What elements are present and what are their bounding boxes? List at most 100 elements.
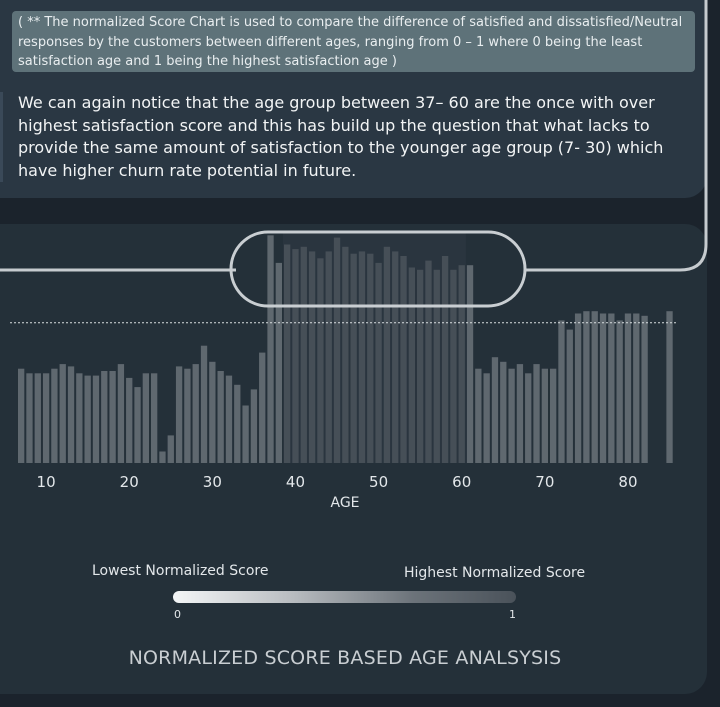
bar-age-50[interactable] (375, 262, 382, 463)
bar-age-64[interactable] (491, 357, 499, 463)
bar-age-14[interactable] (76, 373, 83, 463)
bar-age-48[interactable] (358, 251, 366, 463)
legend-high-label: Highest Normalized Score (404, 565, 586, 581)
bar-age-8[interactable] (26, 373, 33, 463)
bar-age-56[interactable] (425, 260, 432, 463)
bar-age-10[interactable] (42, 373, 50, 463)
bar-age-58[interactable] (441, 256, 449, 463)
bar-age-85[interactable] (666, 311, 673, 463)
bar-age-78[interactable] (608, 313, 615, 464)
bar-age-70[interactable] (541, 368, 549, 463)
x-tick-label: 50 (369, 473, 388, 491)
bar-age-12[interactable] (59, 364, 66, 463)
bar-age-45[interactable] (333, 237, 341, 463)
bar-age-24[interactable] (159, 451, 166, 464)
card-accent (0, 92, 3, 182)
bar-age-60[interactable] (458, 265, 465, 463)
bar-age-30[interactable] (209, 361, 216, 463)
x-axis-label: AGE (330, 495, 360, 511)
bar-age-63[interactable] (483, 373, 490, 463)
bar-age-68[interactable] (525, 373, 532, 463)
bar-age-22[interactable] (142, 373, 150, 463)
bar-age-31[interactable] (217, 371, 224, 463)
bar-age-69[interactable] (533, 364, 540, 463)
bar-age-34[interactable] (242, 405, 249, 464)
bar-age-75[interactable] (583, 311, 590, 463)
x-tick-label: 10 (37, 473, 56, 491)
bar-age-55[interactable] (416, 269, 424, 463)
x-tick-label: 40 (286, 473, 305, 491)
bar-age-81[interactable] (633, 313, 640, 464)
bars-group (17, 235, 673, 464)
bar-age-44[interactable] (325, 251, 332, 463)
x-tick-label: 60 (452, 473, 471, 491)
bar-age-41[interactable] (300, 246, 307, 463)
bar-age-53[interactable] (400, 256, 407, 463)
bar-age-46[interactable] (342, 246, 349, 463)
bar-age-49[interactable] (367, 253, 374, 463)
bar-age-52[interactable] (392, 251, 399, 463)
chart-title: NORMALIZED SCORE BASED AGE ANALSYSIS (128, 647, 562, 669)
bar-age-36[interactable] (259, 352, 266, 463)
bar-age-72[interactable] (558, 320, 565, 463)
bar-age-13[interactable] (67, 366, 75, 463)
bar-age-59[interactable] (450, 269, 457, 463)
bar-age-82[interactable] (641, 315, 648, 463)
bar-age-15[interactable] (84, 375, 91, 463)
bar-age-43[interactable] (317, 258, 324, 463)
bar-age-61[interactable] (466, 265, 474, 463)
bar-age-57[interactable] (433, 269, 440, 463)
bar-age-71[interactable] (549, 368, 557, 463)
bar-age-9[interactable] (34, 373, 41, 463)
bar-age-29[interactable] (200, 345, 208, 463)
bar-age-27[interactable] (184, 368, 191, 463)
bar-age-76[interactable] (591, 311, 598, 463)
highlight-capsule (229, 230, 527, 308)
bar-age-54[interactable] (408, 267, 416, 464)
x-tick-label: 70 (535, 473, 554, 491)
bar-age-77[interactable] (599, 313, 607, 464)
bar-age-7[interactable] (17, 368, 25, 463)
x-tick-label: 80 (618, 473, 637, 491)
bar-age-39[interactable] (283, 244, 291, 464)
legend-max-value: 1 (509, 608, 516, 621)
bar-age-79[interactable] (616, 320, 623, 463)
bar-age-32[interactable] (225, 375, 233, 463)
bar-age-28[interactable] (192, 364, 199, 463)
bar-age-37[interactable] (267, 235, 274, 463)
bar-age-80[interactable] (624, 313, 632, 464)
bar-age-47[interactable] (350, 253, 357, 463)
bar-age-26[interactable] (175, 366, 183, 463)
bar-age-20[interactable] (126, 377, 133, 463)
bar-age-11[interactable] (51, 368, 58, 463)
bar-age-23[interactable] (150, 373, 158, 463)
x-ticks-group: 10 20 30 40 50 60 70 80 (37, 473, 638, 491)
bar-age-65[interactable] (500, 361, 507, 463)
bar-age-67[interactable] (516, 364, 524, 463)
bar-age-35[interactable] (250, 389, 258, 463)
bar-age-51[interactable] (383, 246, 391, 463)
bar-age-66[interactable] (508, 368, 515, 463)
bar-age-18[interactable] (109, 371, 116, 463)
bar-age-19[interactable] (117, 364, 125, 463)
bar-age-74[interactable] (574, 313, 582, 464)
bar-age-21[interactable] (134, 387, 141, 463)
connector-frame (525, 0, 708, 272)
bar-age-16[interactable] (92, 375, 100, 463)
bar-age-25[interactable] (167, 435, 174, 463)
bar-age-62[interactable] (475, 368, 482, 463)
bar-age-38[interactable] (275, 262, 283, 463)
legend-low-label: Lowest Normalized Score (92, 563, 269, 579)
bar-age-17[interactable] (101, 371, 108, 463)
bar-age-33[interactable] (234, 384, 241, 463)
note-box: ( ** The normalized Score Chart is used … (12, 11, 695, 72)
bar-age-73[interactable] (566, 329, 573, 463)
x-tick-label: 20 (120, 473, 139, 491)
gradient-legend-bar (173, 591, 516, 603)
description-text: We can again notice that the age group b… (18, 93, 664, 180)
legend-min-value: 0 (174, 608, 181, 621)
x-tick-label: 30 (203, 473, 222, 491)
bar-age-40[interactable] (292, 249, 299, 463)
bar-age-42[interactable] (308, 251, 316, 463)
